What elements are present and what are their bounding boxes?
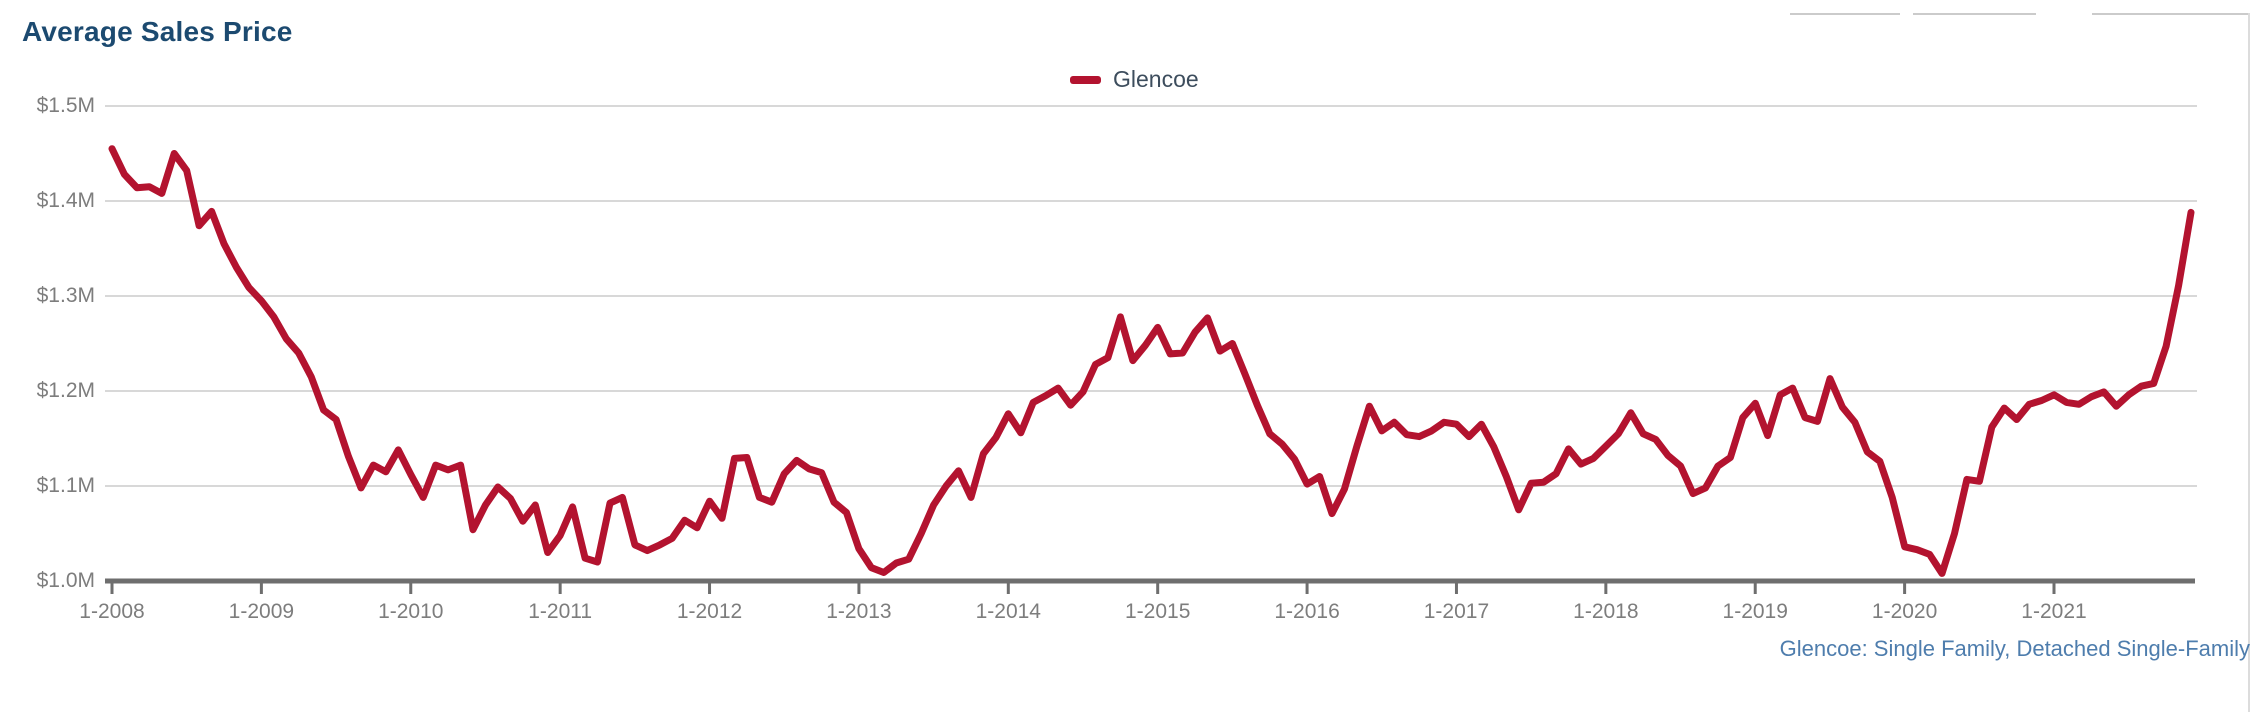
x-axis-label: 1-2012 [676,600,743,623]
y-axis-label: $1.0M [36,569,95,592]
top-panel-border-segment-2 [1913,13,2036,15]
y-axis-label: $1.3M [36,284,95,307]
legend: Glencoe [1070,66,1199,93]
x-axis-label: 1-2018 [1573,600,1639,623]
series-line-glencoe [108,145,2195,577]
x-axis-label: 1-2015 [1124,600,1191,623]
top-panel-border-segment-1 [1790,13,1900,15]
legend-line-marker [1070,75,1101,84]
y-axis-label: $1.5M [36,94,95,117]
x-axis-label: 1-2016 [1274,600,1340,623]
y-axis-label: $1.4M [36,189,95,212]
x-axis-label: 1-2014 [975,600,1041,623]
chart-footnote: Glencoe: Single Family, Detached Single-… [1779,636,2250,661]
x-axis-label: 1-2017 [1423,600,1490,623]
top-panel-border-segment-3 [2092,13,2248,15]
x-axis-label: 1-2008 [79,600,145,623]
y-axis-label: $1.2M [36,379,95,402]
x-axis-label: 1-2013 [826,600,892,623]
right-panel-divider [2248,13,2250,712]
legend-series-label: Glencoe [1113,66,1199,92]
x-axis-label: 1-2021 [2021,600,2087,623]
x-axis-label: 1-2009 [228,600,295,623]
x-axis-label: 1-2020 [1871,600,1938,623]
x-axis-label: 1-2010 [378,600,444,623]
y-axis-label: $1.1M [36,474,95,497]
x-axis-label: 1-2011 [528,600,593,623]
chart-title: Average Sales Price [22,16,293,47]
x-axis-label: 1-2019 [1722,600,1788,623]
